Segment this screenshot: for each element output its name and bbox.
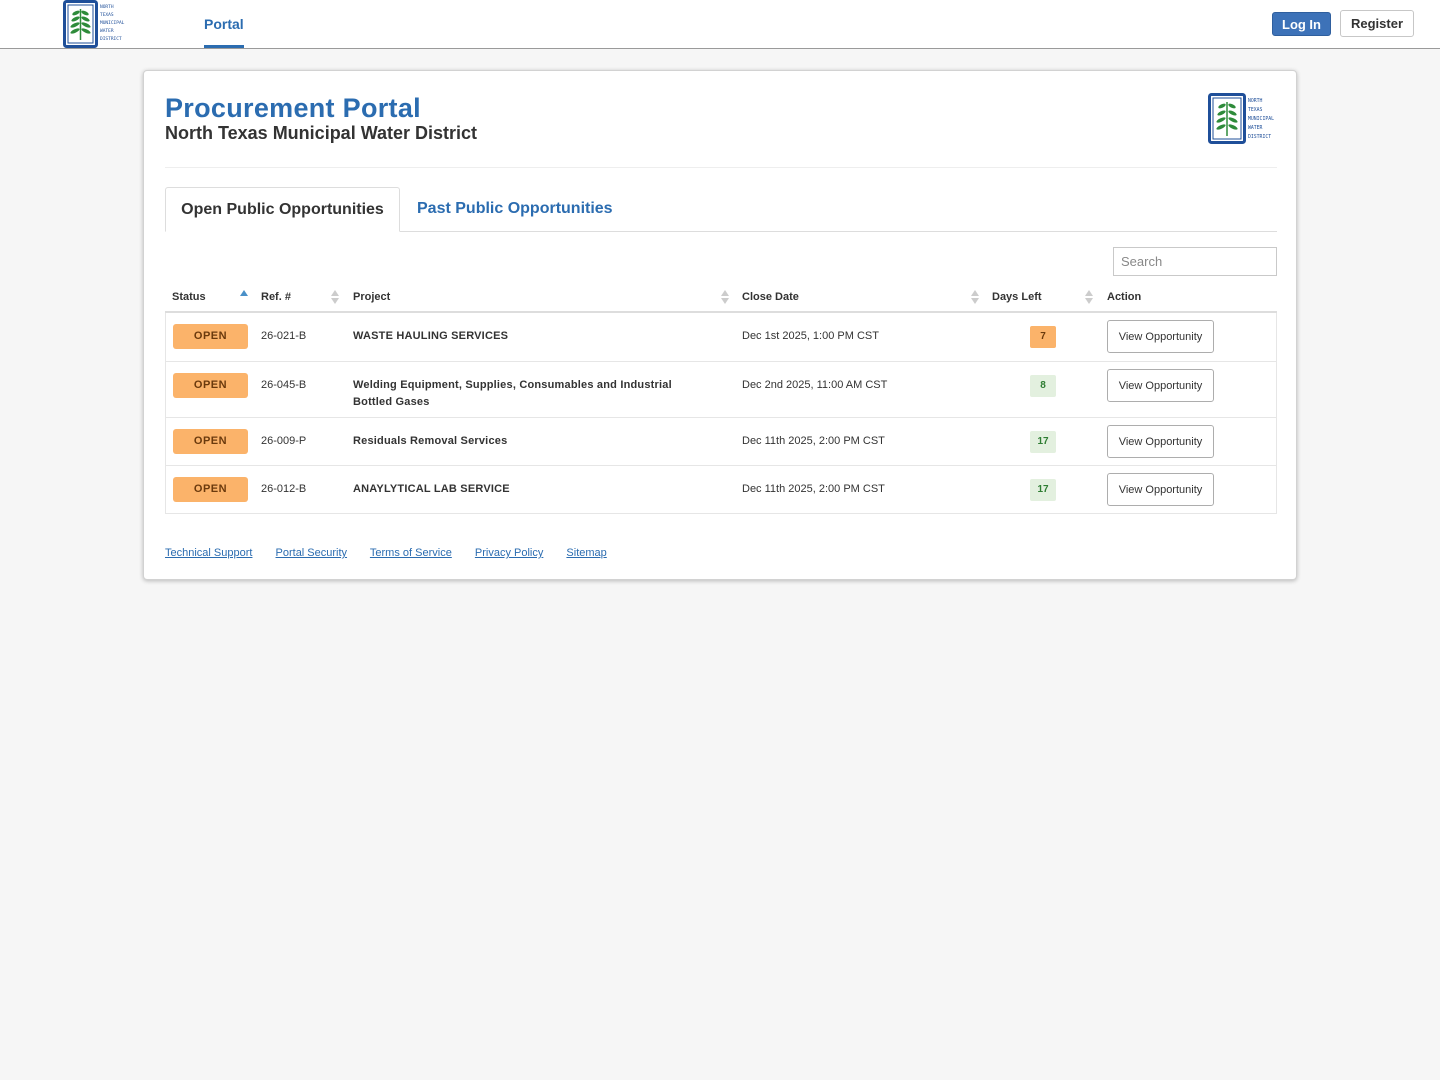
register-button[interactable]: Register	[1340, 10, 1414, 37]
svg-text:WATER: WATER	[100, 28, 114, 34]
sort-icon[interactable]	[331, 289, 339, 305]
svg-text:TEXAS: TEXAS	[1248, 107, 1263, 113]
days-left-badge: 8	[1030, 375, 1056, 397]
ref-number: 26-045-B	[261, 379, 307, 391]
sort-icon[interactable]	[971, 289, 979, 305]
status-badge: OPEN	[173, 373, 248, 398]
footer-link-privacy-policy[interactable]: Privacy Policy	[474, 547, 544, 559]
top-navbar: NORTH TEXAS MUNICIPAL WATER DISTRICT Por…	[0, 0, 1440, 49]
sort-icon[interactable]	[1085, 289, 1093, 305]
days-left-badge: 7	[1030, 326, 1056, 348]
ref-number: 26-012-B	[261, 483, 307, 495]
header-days-left[interactable]: Days Left	[992, 291, 1042, 303]
svg-text:DISTRICT: DISTRICT	[1248, 134, 1271, 140]
status-badge: OPEN	[173, 429, 248, 454]
footer-link-technical-support[interactable]: Technical Support	[165, 547, 253, 559]
ntmwd-logo-icon[interactable]: NORTH TEXAS MUNICIPAL WATER DISTRICT	[63, 0, 129, 48]
project-name: WASTE HAULING SERVICES	[353, 330, 509, 342]
svg-text:NORTH: NORTH	[1248, 98, 1263, 104]
svg-text:TEXAS: TEXAS	[100, 12, 114, 18]
project-name: ANAYLYTICAL LAB SERVICE	[353, 483, 510, 495]
login-button[interactable]: Log In	[1272, 12, 1331, 36]
close-date: Dec 2nd 2025, 11:00 AM CST	[742, 379, 888, 391]
close-date: Dec 1st 2025, 1:00 PM CST	[742, 330, 879, 342]
sort-asc-icon[interactable]	[240, 289, 248, 305]
ntmwd-card-logo-icon: NORTH TEXAS MUNICIPAL WATER DISTRICT	[1208, 93, 1274, 144]
status-badge: OPEN	[173, 477, 248, 502]
ref-number: 26-021-B	[261, 330, 307, 342]
header-divider	[165, 167, 1277, 168]
footer-links: Technical Support Portal Security Terms …	[165, 547, 627, 559]
page-subtitle: North Texas Municipal Water District	[165, 123, 478, 143]
nav-portal-link[interactable]: Portal	[204, 0, 244, 48]
tab-past-opportunities[interactable]: Past Public Opportunities	[417, 200, 613, 217]
footer-link-terms-of-service[interactable]: Terms of Service	[369, 547, 452, 559]
table-row: OPEN 26-009-P Residuals Removal Services…	[166, 417, 1276, 465]
header-project[interactable]: Project	[353, 291, 391, 303]
days-left-badge: 17	[1030, 479, 1056, 501]
table-header: Status Ref. # Project Close Date Days Le…	[165, 283, 1277, 313]
svg-text:DISTRICT: DISTRICT	[100, 36, 122, 42]
days-left-badge: 17	[1030, 431, 1056, 453]
close-date: Dec 11th 2025, 2:00 PM CST	[742, 435, 885, 447]
view-opportunity-button[interactable]: View Opportunity	[1107, 320, 1214, 353]
header-ref[interactable]: Ref. #	[261, 291, 291, 303]
svg-text:MUNICIPAL: MUNICIPAL	[1248, 116, 1274, 122]
tabs-divider	[165, 231, 1277, 232]
status-badge: OPEN	[173, 324, 248, 349]
svg-text:NORTH: NORTH	[100, 4, 114, 10]
header-action: Action	[1107, 291, 1142, 303]
table-row: OPEN 26-021-B WASTE HAULING SERVICES Dec…	[166, 313, 1276, 361]
svg-text:MUNICIPAL: MUNICIPAL	[100, 20, 125, 26]
footer-link-sitemap[interactable]: Sitemap	[566, 547, 607, 559]
project-name: Welding Equipment, Supplies, Consumables…	[353, 379, 672, 408]
ref-number: 26-009-P	[261, 435, 307, 447]
svg-text:WATER: WATER	[1248, 125, 1263, 131]
tab-open-opportunities[interactable]: Open Public Opportunities	[165, 187, 400, 232]
view-opportunity-button[interactable]: View Opportunity	[1107, 369, 1214, 402]
search-input[interactable]	[1113, 247, 1277, 276]
table-row: OPEN 26-012-B ANAYLYTICAL LAB SERVICE De…	[166, 465, 1276, 513]
table-row: OPEN 26-045-B Welding Equipment, Supplie…	[166, 361, 1276, 417]
header-close-date[interactable]: Close Date	[742, 291, 799, 303]
sort-icon[interactable]	[721, 289, 729, 305]
procurement-card: Procurement Portal North Texas Municipal…	[143, 70, 1297, 580]
project-name: Residuals Removal Services	[353, 435, 508, 447]
close-date: Dec 11th 2025, 2:00 PM CST	[742, 483, 885, 495]
page-title: Procurement Portal	[165, 93, 421, 123]
view-opportunity-button[interactable]: View Opportunity	[1107, 425, 1214, 458]
view-opportunity-button[interactable]: View Opportunity	[1107, 473, 1214, 506]
footer-link-portal-security[interactable]: Portal Security	[275, 547, 348, 559]
header-status[interactable]: Status	[172, 291, 206, 303]
opportunities-table: OPEN 26-021-B WASTE HAULING SERVICES Dec…	[165, 313, 1277, 514]
